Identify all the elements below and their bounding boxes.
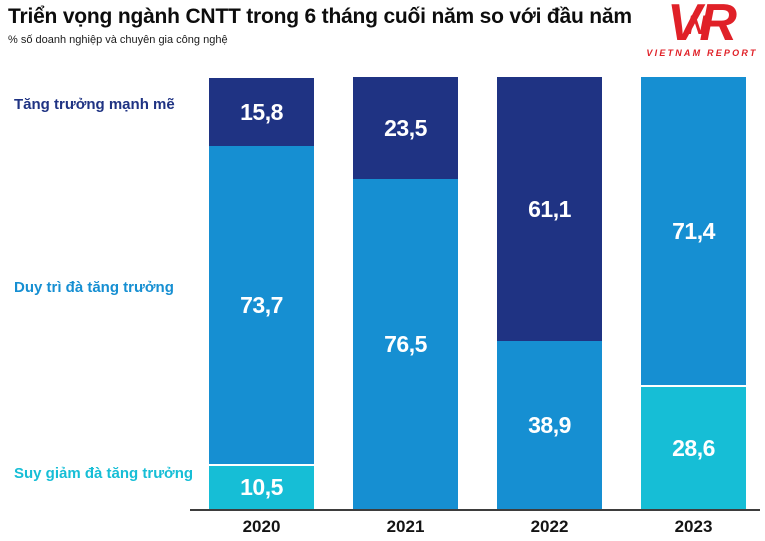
value-label: 15,8 bbox=[240, 98, 283, 125]
bar-segment: 73,7 bbox=[209, 146, 314, 464]
bar-segment: 15,8 bbox=[209, 78, 314, 146]
value-label: 61,1 bbox=[528, 195, 571, 222]
stacked-bar-2023: 71,4 28,6 bbox=[641, 77, 746, 509]
legend-strong-growth: Tăng trưởng mạnh mẽ bbox=[14, 96, 175, 113]
value-label: 10,5 bbox=[240, 474, 283, 500]
vnr-logo-icon: V N R bbox=[643, 0, 761, 52]
x-axis-label-2020: 2020 bbox=[242, 517, 281, 536]
logo-letter-n: N bbox=[686, 9, 707, 40]
page-title: Triển vọng ngành CNTT trong 6 tháng cuối… bbox=[8, 5, 632, 28]
bar-segment: 76,5 bbox=[353, 179, 458, 509]
vietnam-report-logo: V N R VIETNAM REPORT bbox=[643, 0, 761, 58]
value-label: 28,6 bbox=[672, 434, 715, 461]
x-axis-label-2023: 2023 bbox=[674, 517, 713, 536]
chart-header: Triển vọng ngành CNTT trong 6 tháng cuối… bbox=[8, 4, 648, 46]
bar-segment: 71,4 bbox=[641, 77, 746, 385]
logo-letter-v: V bbox=[667, 0, 702, 52]
logo-wordmark: VIETNAM REPORT bbox=[646, 47, 758, 58]
page-subtitle: % số doanh nghiệp và chuyên gia công ngh… bbox=[8, 34, 228, 47]
legend-maintain-growth: Duy trì đà tăng trưởng bbox=[14, 279, 174, 296]
plot-area: 15,8 73,7 10,5 2020 23,5 76,5 2021 61,1 38,9 2022… bbox=[190, 77, 760, 536]
stacked-bar-2022: 61,1 38,9 bbox=[497, 77, 602, 509]
bar-segment: 10,5 bbox=[209, 464, 314, 509]
value-label: 73,7 bbox=[240, 291, 283, 318]
logo-letter-r: R bbox=[699, 0, 737, 52]
stacked-bar-2021: 23,5 76,5 bbox=[353, 77, 458, 509]
bar-segment: 28,6 bbox=[641, 385, 746, 509]
value-label: 23,5 bbox=[384, 114, 427, 141]
value-label: 71,4 bbox=[672, 217, 715, 244]
bar-segment: 23,5 bbox=[353, 77, 458, 179]
bar-segment: 61,1 bbox=[497, 77, 602, 341]
x-axis-label-2021: 2021 bbox=[386, 517, 425, 536]
x-axis-label-2022: 2022 bbox=[530, 517, 569, 536]
legend-decline-growth: Suy giảm đà tăng trưởng bbox=[14, 465, 194, 482]
bar-segment: 38,9 bbox=[497, 341, 602, 509]
value-label: 38,9 bbox=[528, 411, 571, 438]
stacked-bar-2020: 15,8 73,7 10,5 bbox=[209, 78, 314, 509]
value-label: 76,5 bbox=[384, 330, 427, 357]
